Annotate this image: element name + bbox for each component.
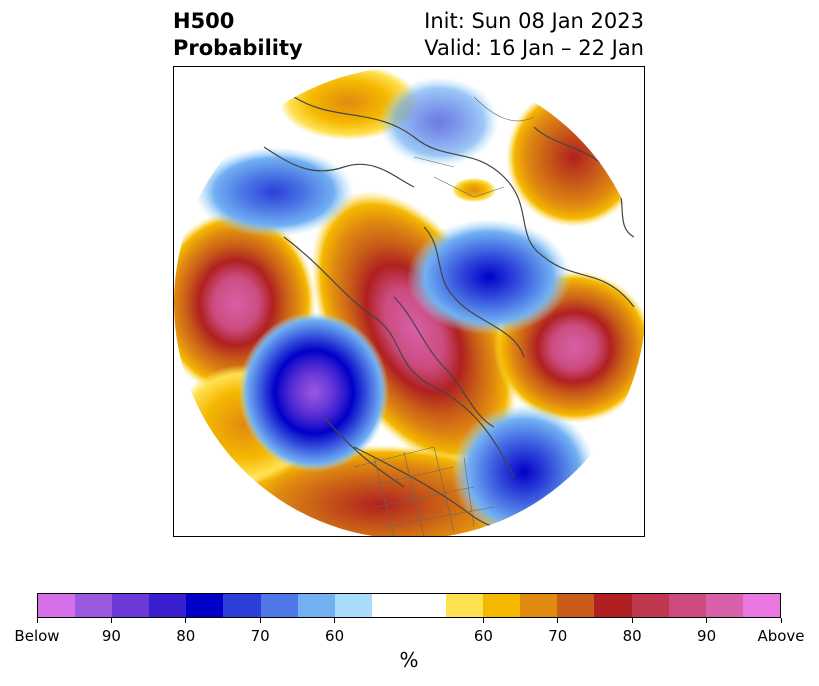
colorbar-tick-label: Above: [757, 627, 805, 645]
colorbar-tick-label: 70: [548, 627, 568, 645]
colorbar-swatch: [297, 594, 335, 617]
colorbar-tick-mark: [557, 618, 559, 623]
colorbar-swatch: [668, 594, 706, 617]
colorbar-swatch: [38, 594, 76, 617]
map-dates: Init: Sun 08 Jan 2023 Valid: 16 Jan – 22…: [424, 8, 644, 62]
colorbar-swatch: [75, 594, 113, 617]
colorbar-tick-mark: [334, 618, 336, 623]
polar-map: [174, 67, 644, 536]
colorbar-swatch: [186, 594, 224, 617]
colorbar-swatch: [557, 594, 595, 617]
map-title: H500 Probability: [173, 8, 303, 62]
colorbar-tick-label: 70: [250, 627, 270, 645]
colorbar-tick-mark: [185, 618, 187, 623]
colorbar-swatch: [594, 594, 632, 617]
colorbar-tick-label: 60: [473, 627, 493, 645]
colorbar-tick-mark: [110, 618, 112, 623]
colorbar-swatch: [223, 594, 261, 617]
colorbar-swatch: [408, 594, 447, 617]
colorbar-unit-label: %: [399, 648, 419, 672]
colorbar-tick-label: 90: [101, 627, 121, 645]
colorbar-tick-label: 80: [176, 627, 196, 645]
colorbar-tick-label: 90: [697, 627, 717, 645]
title-product: Probability: [173, 36, 303, 60]
colorbar-tick-mark: [36, 618, 38, 623]
colorbar-swatch: [149, 594, 187, 617]
colorbar-tick-mark: [780, 618, 782, 623]
colorbar-swatch: [631, 594, 669, 617]
colorbar-tick-mark: [482, 618, 484, 623]
title-variable: H500: [173, 9, 235, 33]
colorbar-tick-label: 60: [325, 627, 345, 645]
colorbar-swatch: [742, 594, 780, 617]
valid-range: Valid: 16 Jan – 22 Jan: [424, 36, 644, 60]
colorbar-swatch: [371, 594, 409, 617]
colorbar-tick-mark: [706, 618, 708, 623]
colorbar: [37, 593, 781, 618]
map-panel: [173, 66, 645, 537]
colorbar-tick-mark: [631, 618, 633, 623]
colorbar-swatch: [483, 594, 521, 617]
colorbar-swatch: [705, 594, 743, 617]
init-date: Init: Sun 08 Jan 2023: [424, 9, 644, 33]
colorbar-tick-mark: [259, 618, 261, 623]
colorbar-tick-label: Below: [14, 627, 60, 645]
colorbar-tick-label: 80: [622, 627, 642, 645]
colorbar-swatch: [446, 594, 484, 617]
colorbar-swatch: [520, 594, 558, 617]
colorbar-swatch: [260, 594, 298, 617]
colorbar-swatch: [112, 594, 150, 617]
colorbar-swatch: [334, 594, 372, 617]
